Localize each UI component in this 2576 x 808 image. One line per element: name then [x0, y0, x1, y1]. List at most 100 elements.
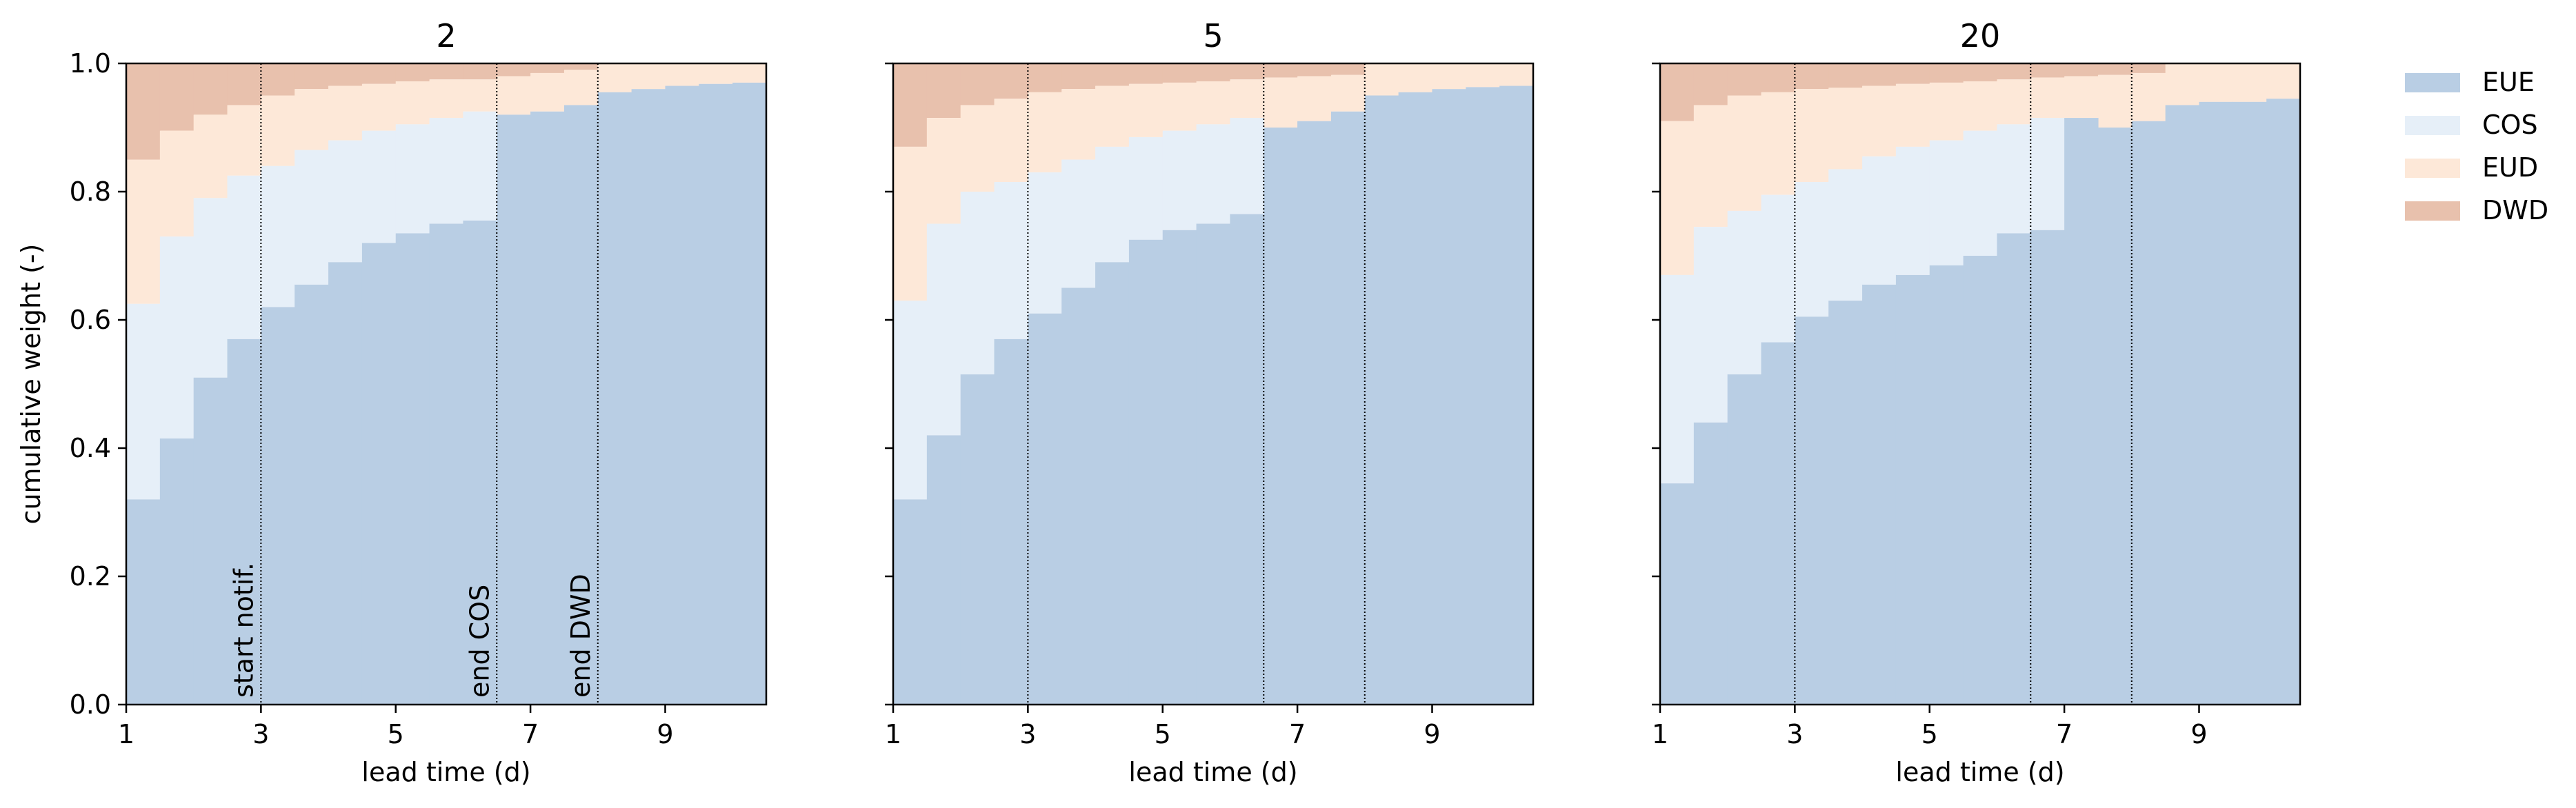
- area-cos-bin: [1129, 137, 1163, 240]
- x-tick-label: 3: [252, 719, 269, 749]
- panel-title: 20: [1960, 17, 2001, 54]
- area-cos-bin: [1660, 275, 1694, 483]
- area-eue-bin: [261, 307, 294, 705]
- area-eud-bin: [1761, 92, 1795, 195]
- area-dwd-bin: [194, 63, 228, 114]
- y-axis-label: cumulative weight (-): [16, 244, 46, 525]
- area-eud-bin: [497, 77, 530, 115]
- y-tick-label: 0.6: [70, 305, 111, 335]
- area-eue-bin: [1828, 301, 1862, 705]
- area-eue-bin: [1862, 285, 1896, 705]
- area-eue-bin: [732, 83, 766, 705]
- area-dwd-bin: [1197, 63, 1230, 81]
- x-tick-label: 1: [118, 719, 134, 749]
- area-eue-bin: [1129, 240, 1163, 705]
- area-dwd-bin: [1997, 63, 2030, 79]
- area-cos-bin: [463, 112, 497, 221]
- area-eud-bin: [598, 63, 632, 92]
- area-dwd-bin: [1761, 63, 1795, 92]
- area-eue-bin: [362, 243, 396, 705]
- x-tick-label: 1: [885, 719, 901, 749]
- area-cos-bin: [1095, 147, 1129, 262]
- area-eud-bin: [1896, 84, 1930, 147]
- area-eud-bin: [2098, 75, 2132, 128]
- area-eue-bin: [961, 374, 995, 705]
- area-eue-bin: [1761, 343, 1795, 705]
- y-tick-label: 0.0: [70, 689, 111, 720]
- area-eud-bin: [1862, 86, 1896, 156]
- area-eue-bin: [1964, 256, 1997, 705]
- area-cos-bin: [328, 141, 362, 263]
- area-eud-bin: [995, 99, 1028, 182]
- legend-label-eue: EUE: [2482, 67, 2535, 97]
- area-eue-bin: [1795, 316, 1828, 705]
- x-tick-label: 7: [522, 719, 539, 749]
- x-axis-label: lead time (d): [361, 757, 530, 787]
- area-dwd-bin: [396, 63, 430, 81]
- area-dwd-bin: [1163, 63, 1197, 83]
- area-eud-bin: [396, 81, 430, 124]
- area-eud-bin: [1930, 83, 1964, 141]
- area-eud-bin: [1163, 83, 1197, 131]
- area-eue-bin: [1297, 121, 1331, 705]
- area-eud-bin: [1466, 63, 1499, 87]
- area-eue-bin: [530, 112, 564, 705]
- panel-title: 5: [1203, 17, 1223, 54]
- area-dwd-bin: [2030, 63, 2064, 77]
- area-eud-bin: [632, 63, 666, 89]
- area-dwd-bin: [228, 63, 261, 105]
- annotation-label: end DWD: [566, 574, 596, 698]
- area-eue-bin: [396, 233, 430, 705]
- area-dwd-bin: [1297, 63, 1331, 77]
- area-cos-bin: [228, 176, 261, 339]
- area-cos-bin: [1896, 147, 1930, 275]
- area-cos-bin: [294, 150, 328, 285]
- area-eue-bin: [1095, 262, 1129, 705]
- area-eud-bin: [699, 63, 732, 84]
- area-eue-bin: [1028, 314, 1061, 705]
- chart-legend: EUE COS EUD DWD: [2405, 67, 2548, 225]
- area-cos-bin: [1761, 195, 1795, 343]
- area-dwd-bin: [1095, 63, 1129, 86]
- area-cos-bin: [1795, 182, 1828, 316]
- area-eud-bin: [261, 96, 294, 166]
- area-eud-bin: [1028, 92, 1061, 172]
- area-eue-bin: [160, 438, 194, 705]
- area-eue-bin: [1331, 112, 1365, 705]
- area-cos-bin: [194, 198, 228, 377]
- area-cos-bin: [430, 118, 463, 223]
- area-eud-bin: [1660, 121, 1694, 275]
- legend-swatch-eud: [2405, 159, 2460, 178]
- area-dwd-bin: [1795, 63, 1828, 89]
- y-tick-label: 1.0: [70, 48, 111, 79]
- area-eue-bin: [1061, 288, 1095, 705]
- area-eue-bin: [995, 339, 1028, 705]
- x-tick-label: 7: [2056, 719, 2073, 749]
- y-tick-label: 0.2: [70, 561, 111, 592]
- area-eud-bin: [1129, 84, 1163, 137]
- area-dwd-bin: [1694, 63, 1728, 105]
- area-dwd-bin: [1331, 63, 1365, 75]
- legend-label-eud: EUD: [2482, 152, 2538, 183]
- x-axis-label: lead time (d): [1128, 757, 1297, 787]
- area-eue-bin: [1432, 89, 1466, 705]
- area-dwd-bin: [1028, 63, 1061, 92]
- area-eud-bin: [2199, 63, 2233, 102]
- area-eue-bin: [1399, 92, 1432, 705]
- area-cos-bin: [160, 236, 194, 438]
- area-cos-bin: [927, 224, 961, 436]
- area-eud-bin: [1795, 89, 1828, 182]
- area-dwd-bin: [463, 63, 497, 79]
- area-eud-bin: [1095, 86, 1129, 147]
- area-dwd-bin: [927, 63, 961, 118]
- area-eud-bin: [1828, 88, 1862, 169]
- area-cos-bin: [1862, 156, 1896, 285]
- area-eud-bin: [1728, 96, 1761, 211]
- area-dwd-bin: [2132, 63, 2166, 73]
- area-eue-bin: [1197, 224, 1230, 705]
- area-eud-bin: [1061, 89, 1095, 159]
- area-dwd-bin: [2098, 63, 2132, 75]
- area-dwd-bin: [1930, 63, 1964, 83]
- area-cos-bin: [1230, 118, 1264, 214]
